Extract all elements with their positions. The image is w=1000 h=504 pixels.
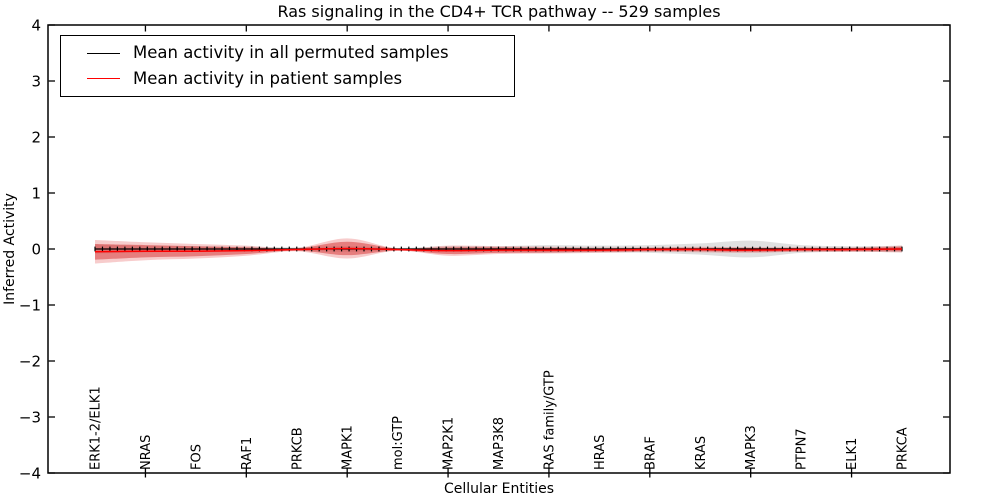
legend-line-black [87,52,120,54]
y-tick-label: −4 [19,465,41,483]
x-tick-label: MAPK1 [341,425,356,470]
x-tick-label: PRKCA [896,427,911,470]
y-tick-label: 3 [31,73,41,91]
legend: Mean activity in all permuted samples Me… [60,35,515,97]
y-tick-label: 0 [31,241,41,259]
legend-label-patient: Mean activity in patient samples [133,68,403,88]
x-tick-label: PRKCB [290,427,305,470]
x-tick-label: RAS family/GTP [542,370,557,470]
x-tick-label: mol:GTP [391,416,406,470]
x-tick-label: MAP3K8 [492,417,507,470]
y-tick-label: 2 [31,129,41,147]
axes-frame [47,24,951,474]
x-axis-label: Cellular Entities [444,481,554,497]
legend-item-patient: Mean activity in patient samples [61,68,514,88]
y-tick-label: 1 [31,185,41,203]
legend-item-permuted: Mean activity in all permuted samples [61,43,514,62]
y-tick-label: 4 [31,17,41,35]
x-tick-label: HRAS [593,435,608,470]
x-tick-label: BRAF [643,436,658,470]
x-tick-label: ELK1 [845,438,860,470]
y-tick-label: −3 [19,409,41,427]
x-tick-label: MAP2K1 [442,417,457,470]
x-tick-label: RAF1 [240,437,255,470]
legend-line-red [87,78,120,80]
y-tick-label: −1 [19,297,41,315]
x-tick-label: ERK1-2/ELK1 [89,386,104,470]
x-tick-label: FOS [189,444,204,470]
x-tick-label: KRAS [694,436,709,470]
x-tick-label: MAPK3 [744,425,759,470]
x-tick-label: PTPN7 [795,428,810,470]
legend-label-permuted: Mean activity in all permuted samples [133,43,449,62]
y-axis-label: Inferred Activity [2,193,18,305]
series-line-patient [94,247,903,253]
y-tick-label: −2 [19,353,41,371]
chart-title: Ras signaling in the CD4+ TCR pathway --… [277,2,720,21]
x-tick-label: NRAS [139,435,154,470]
